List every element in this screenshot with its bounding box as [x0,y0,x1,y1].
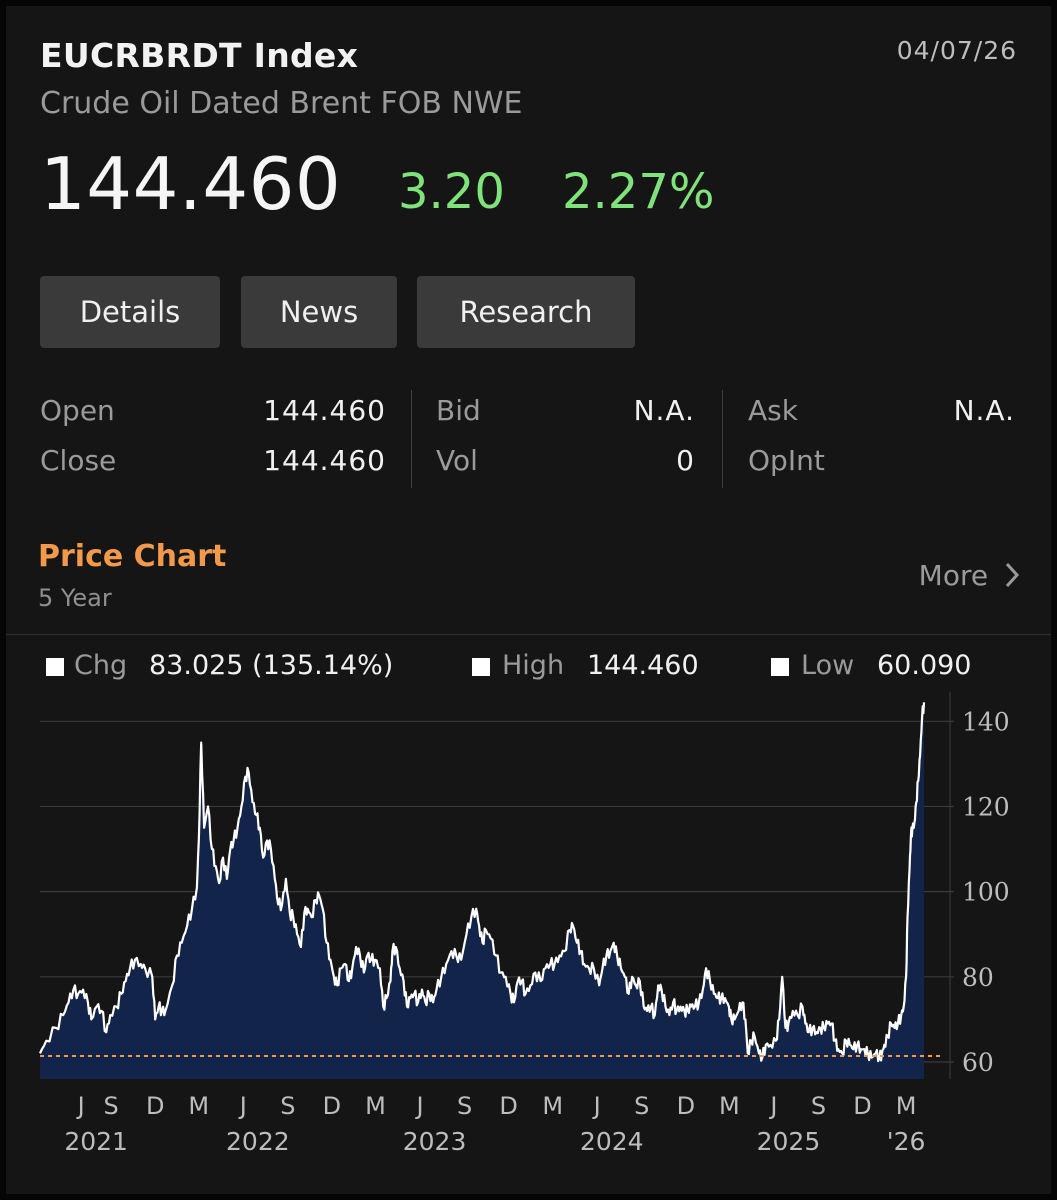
vol-value: 0 [676,444,695,477]
open-label: Open [40,394,115,427]
y-tick-label: 100 [962,878,1010,907]
high-value: 144.460 [587,650,699,681]
research-button[interactable]: Research [417,276,635,348]
chg-value: 83.025 (135.14%) [149,650,394,681]
ticker-title: EUCRBRDT Index [40,36,359,75]
x-month-tick: J [768,1092,777,1120]
details-button[interactable]: Details [40,276,220,348]
x-month-tick: J [592,1092,601,1120]
x-month-tick: D [146,1092,164,1120]
high-legend-marker [472,658,490,676]
x-month-tick: S [280,1092,295,1120]
close-label: Close [40,444,117,477]
x-month-tick: J [238,1092,247,1120]
close-value: 144.460 [263,444,386,477]
opint-label: OpInt [748,444,825,477]
x-year-tick: 2025 [757,1127,821,1156]
y-tick-label: 80 [962,963,994,992]
low-label: Low [801,650,855,681]
x-month-tick: M [188,1092,209,1120]
x-month-tick: M [542,1092,563,1120]
x-month-tick: D [499,1092,517,1120]
x-month-tick: M [896,1092,917,1120]
y-tick-label: 140 [962,707,1010,736]
percent-change: 2.27% [562,164,715,220]
more-label: More [918,559,989,592]
x-month-tick: D [323,1092,341,1120]
ask-label: Ask [748,394,798,427]
x-month-tick: D [853,1092,871,1120]
vol-label: Vol [436,444,478,477]
x-year-tick: 2021 [64,1127,128,1156]
last-price: 144.460 [40,142,342,226]
ask-value: N.A. [953,394,1015,427]
x-year-tick: 2022 [226,1127,290,1156]
news-button[interactable]: News [241,276,397,348]
x-month-tick: J [76,1092,85,1120]
quote-panel: EUCRBRDT Index 04/07/26 Crude Oil Dated … [6,6,1051,1194]
x-year-tick: '26 [887,1127,926,1156]
y-tick-label: 60 [962,1048,994,1077]
section-divider [6,634,1051,635]
x-month-tick: S [811,1092,826,1120]
x-month-tick: M [719,1092,740,1120]
security-description: Crude Oil Dated Brent FOB NWE [40,86,523,121]
quote-divider [722,390,723,488]
quote-date: 04/07/26 [896,36,1017,65]
x-month-tick: M [365,1092,386,1120]
x-month-tick: J [414,1092,423,1120]
y-tick-label: 120 [962,792,1010,821]
x-month-tick: S [457,1092,472,1120]
price-area [40,702,924,1079]
x-year-tick: 2024 [580,1127,644,1156]
high-label: High [502,650,565,681]
bid-label: Bid [436,394,481,427]
chevron-right-icon [1005,562,1020,588]
quote-divider [411,390,412,488]
bid-value: N.A. [633,394,695,427]
x-month-tick: S [634,1092,649,1120]
open-value: 144.460 [263,394,386,427]
net-change: 3.20 [398,164,505,220]
price-chart-title: Price Chart [38,539,227,574]
low-value: 60.090 [877,650,972,681]
price-line [39,702,926,1063]
x-month-tick: D [677,1092,695,1120]
x-year-tick: 2023 [403,1127,467,1156]
chart-period: 5 Year [38,584,112,612]
more-link[interactable]: More [919,559,1021,592]
chg-legend-marker [46,658,64,676]
low-legend-marker [771,658,789,676]
x-month-tick: S [104,1092,119,1120]
chg-label: Chg [74,650,128,681]
